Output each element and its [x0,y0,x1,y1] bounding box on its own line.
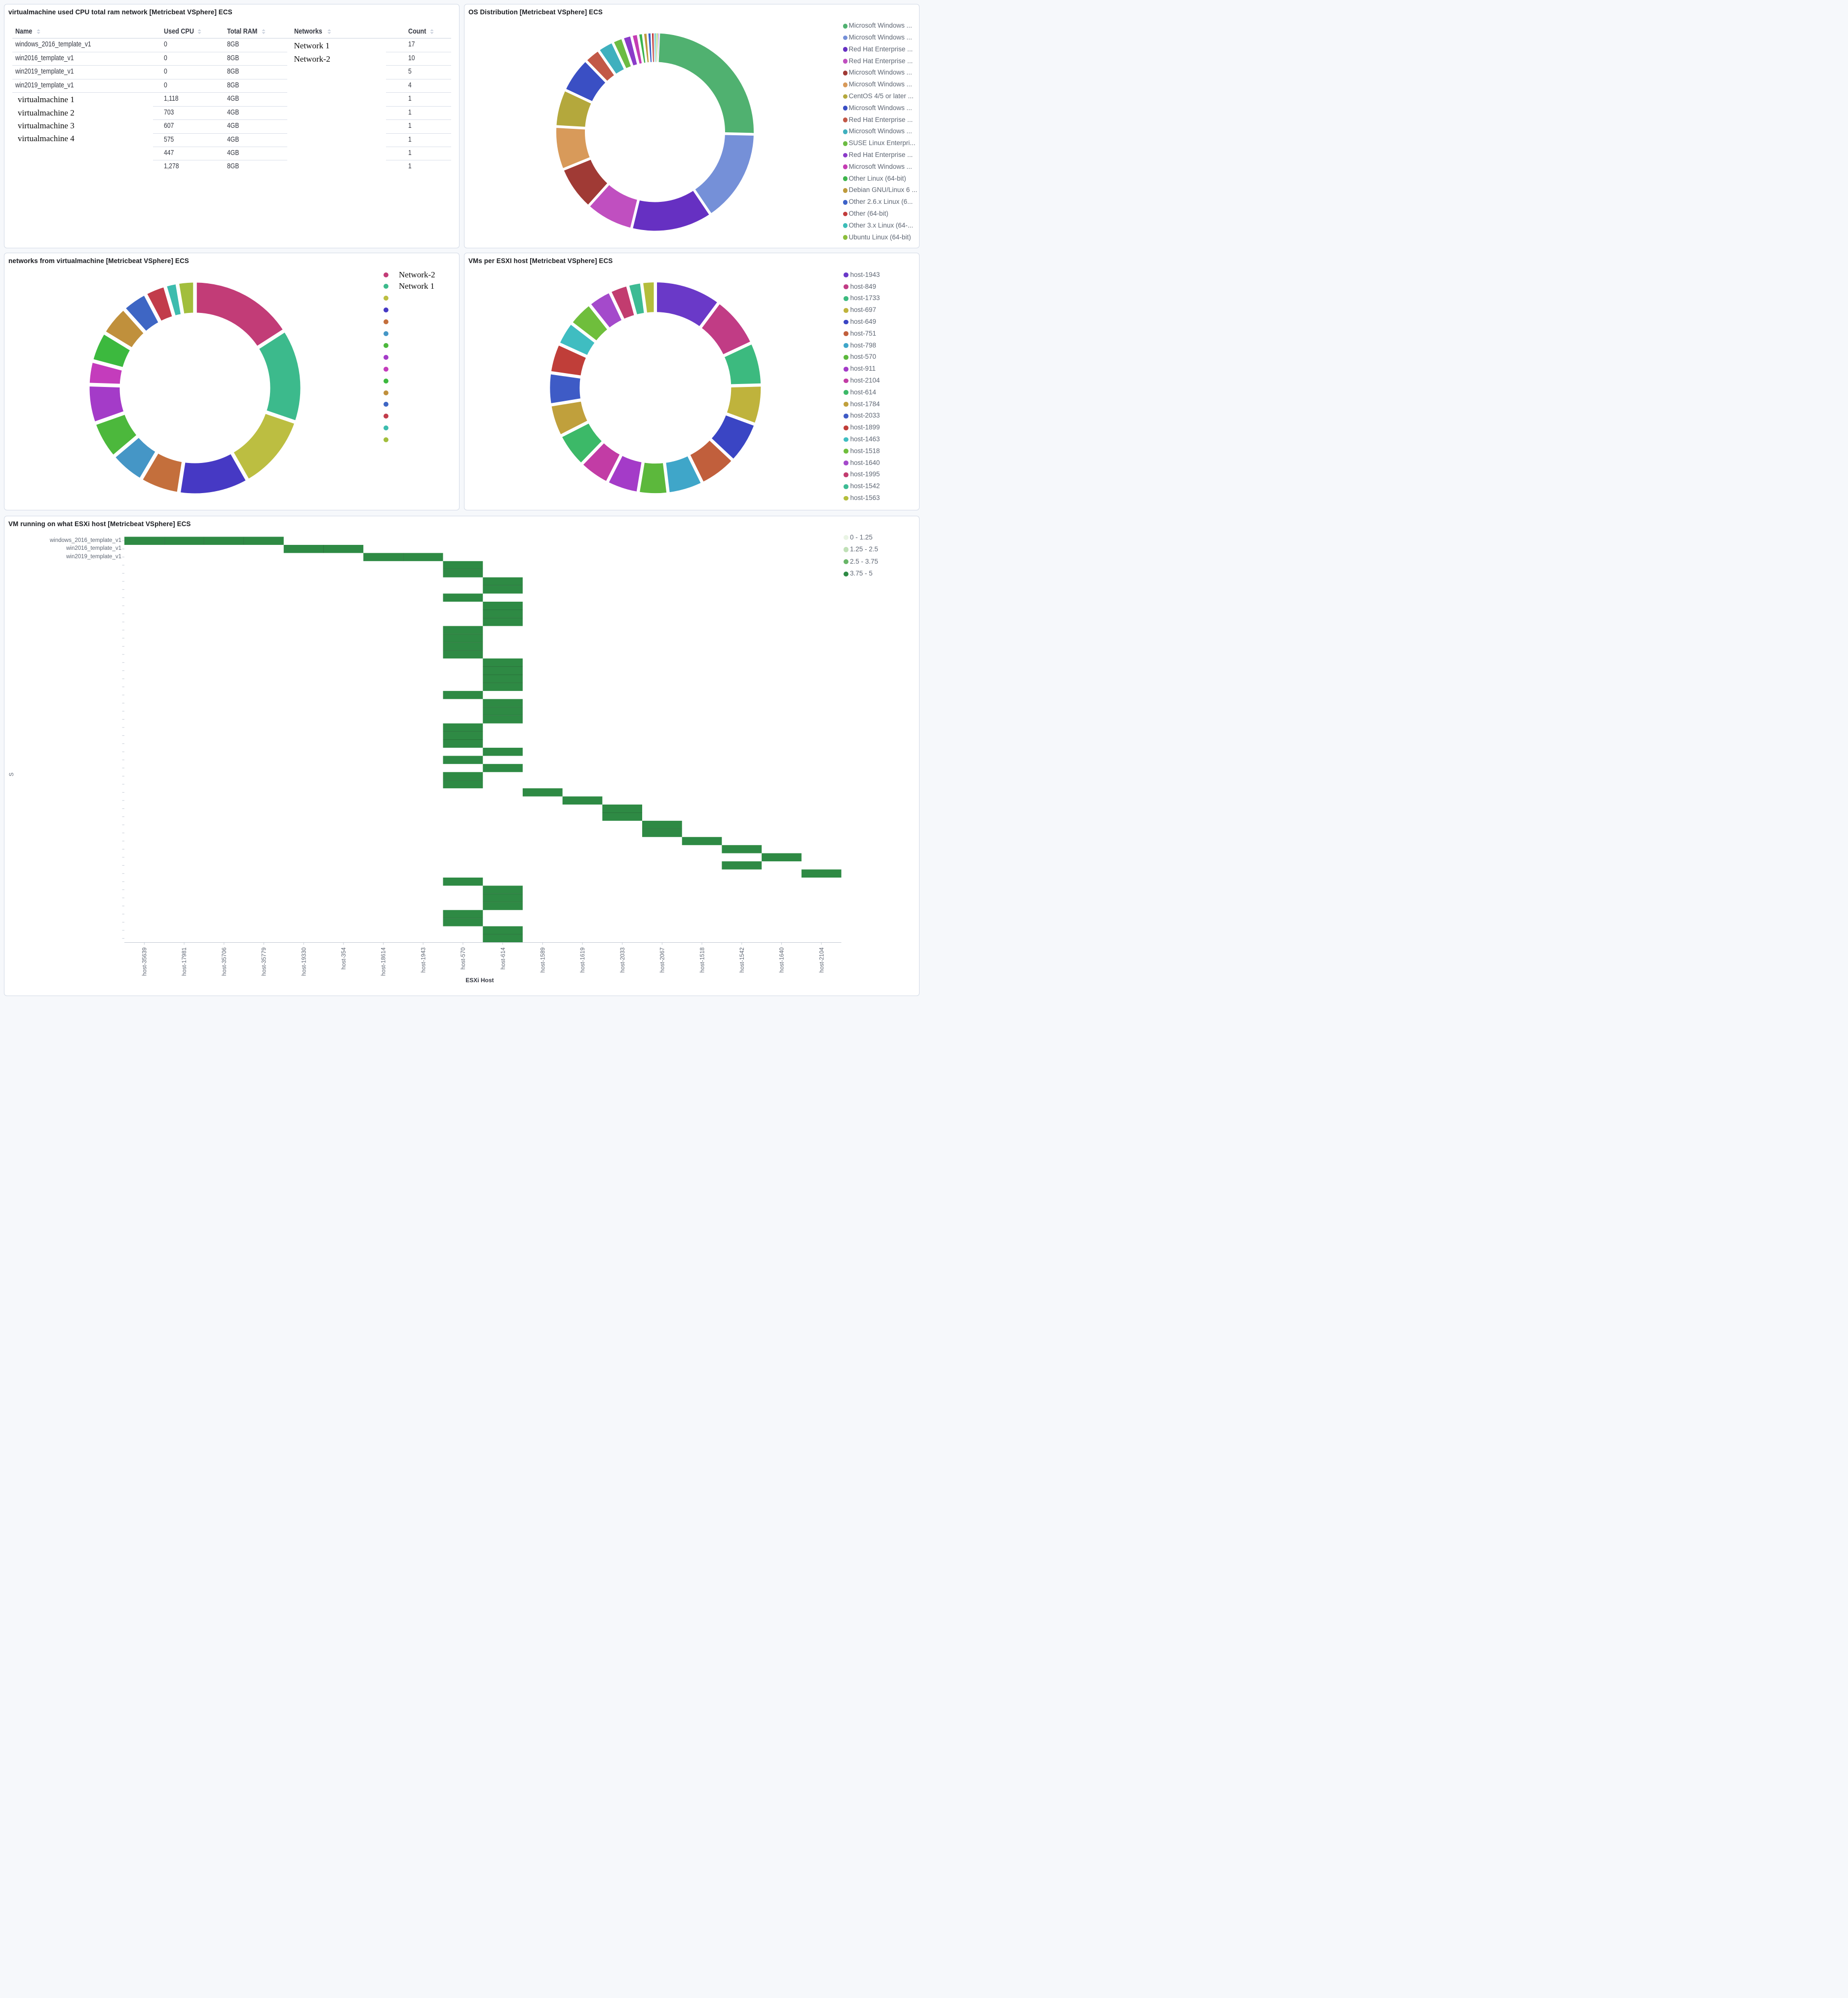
svg-text:host-17981: host-17981 [182,948,188,976]
svg-text:host-1589: host-1589 [540,948,546,973]
svg-text:host-35639: host-35639 [142,948,148,976]
svg-text:host-1640: host-1640 [779,948,785,973]
svg-text:host-1518: host-1518 [699,948,705,973]
svg-text:host-18614: host-18614 [381,947,387,976]
svg-text:host-2033: host-2033 [620,948,626,973]
svg-text:host-354: host-354 [341,947,347,969]
svg-text:host-570: host-570 [461,948,466,970]
svg-text:host-1943: host-1943 [421,948,426,973]
svg-text:host-35779: host-35779 [262,948,268,976]
svg-text:host-2104: host-2104 [819,947,825,973]
svg-text:host-35706: host-35706 [222,948,228,976]
svg-text:host-2067: host-2067 [660,948,666,973]
svg-text:host-1619: host-1619 [580,948,586,973]
svg-text:host-614: host-614 [500,947,506,969]
svg-text:host-19330: host-19330 [301,948,307,976]
svg-text:host-1542: host-1542 [739,948,745,973]
